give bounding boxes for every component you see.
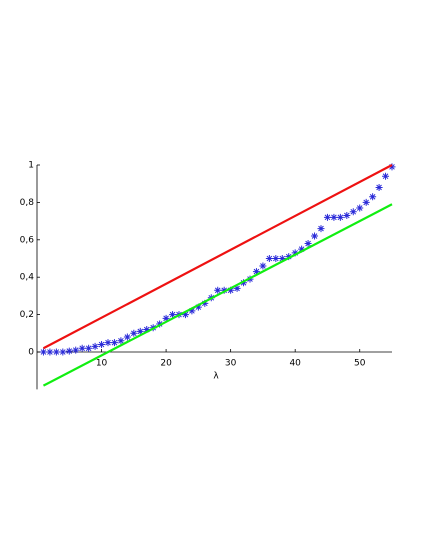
star-point [52,348,60,356]
star-point [285,253,293,261]
star-point [278,255,286,262]
star-point [169,311,177,319]
star-point [298,245,306,253]
star-point [136,327,144,335]
star-point [194,303,202,311]
star-point [65,347,73,355]
star-point [220,286,228,294]
star-point [323,213,331,221]
star-point [201,299,209,307]
star-point [162,314,170,322]
y-tick-label: 0,6 [20,235,35,245]
line [42,203,393,387]
star-point [336,213,344,221]
y-tick-label: 0,8 [20,198,35,208]
star-point [130,329,138,337]
y-tick-label: 0 [28,348,34,358]
star-point [91,342,99,350]
star-point [311,232,319,240]
star-point [143,326,151,334]
star-point [349,208,357,216]
star-point [382,172,390,180]
star-point [227,286,235,294]
star-point [156,320,164,328]
star-point [375,183,383,191]
x-tick-label: 40 [289,359,301,369]
star-point [369,193,377,201]
star-point [188,307,196,315]
x-tick-label: 20 [160,359,172,369]
star-point [388,163,396,171]
star-point [181,311,189,319]
star-point [123,333,131,341]
x-axis-label: λ [213,372,219,382]
star-point [214,286,222,294]
star-point [356,204,364,212]
star-point [252,268,260,276]
y-tick-label: 0,4 [20,273,35,283]
star-point [317,225,325,233]
star-point [59,348,67,356]
star-point [272,255,280,262]
star-point [291,249,299,257]
star-point [362,198,370,206]
star-point [343,211,351,219]
star-point [39,348,47,356]
star-point [78,344,86,352]
star-point [233,284,241,292]
star-point [117,337,125,345]
x-tick-label: 10 [96,359,108,369]
star-point [72,346,80,354]
star-point [46,348,54,356]
y-tick-label: 0,2 [20,310,34,320]
x-tick-label: 30 [225,359,237,369]
star-point [98,341,106,349]
star-point [240,279,248,287]
star-point [265,255,273,262]
y-tick-label: 1 [28,161,34,171]
star-point [259,262,267,270]
star-point [330,213,338,221]
x-tick-label: 50 [354,359,366,369]
star-point [104,339,112,347]
star-point [110,339,118,347]
line [42,164,393,350]
star-point [85,344,93,352]
star-point [304,240,312,248]
